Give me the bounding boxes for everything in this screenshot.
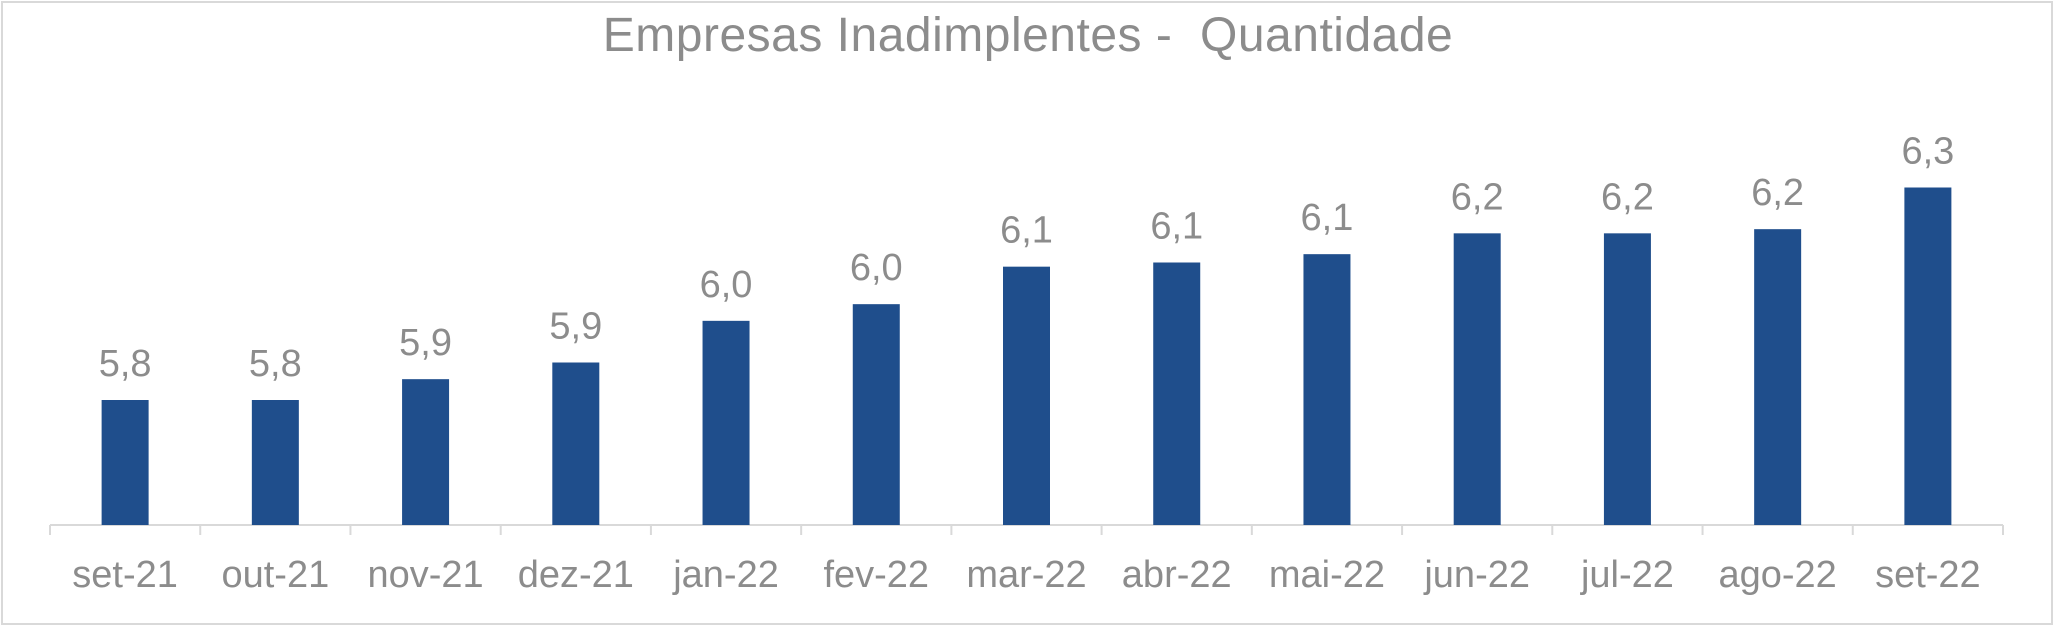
bar-fev-22 — [852, 304, 900, 525]
x-tick-label-jan-22: jan-22 — [672, 554, 779, 596]
x-tick-label-mai-22: mai-22 — [1269, 554, 1385, 596]
bar-jan-22 — [702, 320, 750, 525]
data-label-jul-22: 6,2 — [1601, 176, 1654, 218]
data-label-mai-22: 6,1 — [1301, 197, 1354, 239]
x-tick-label-dez-21: dez-21 — [518, 554, 634, 596]
x-tick-label-abr-22: abr-22 — [1122, 554, 1232, 596]
data-label-mar-22: 6,1 — [1000, 210, 1053, 252]
bar-dez-21 — [552, 362, 600, 525]
data-label-nov-21: 5,9 — [399, 322, 452, 364]
x-tick-label-ago-22: ago-22 — [1718, 554, 1836, 596]
bar-set-22 — [1904, 187, 1952, 525]
bar-mar-22 — [1003, 266, 1050, 525]
data-label-jun-22: 6,2 — [1451, 176, 1504, 218]
data-label-out-21: 5,8 — [249, 343, 302, 385]
data-label-fev-22: 6,0 — [850, 247, 903, 289]
x-tick-label-jul-22: jul-22 — [1580, 554, 1674, 596]
bar-mai-22 — [1303, 254, 1351, 525]
bar-nov-21 — [402, 379, 450, 525]
bar-set-21 — [101, 400, 149, 525]
x-tick-label-fev-22: fev-22 — [823, 554, 929, 596]
x-tick-label-out-21: out-21 — [221, 554, 329, 596]
bar-jun-22 — [1453, 233, 1501, 526]
data-label-ago-22: 6,2 — [1751, 172, 1804, 214]
chart-title: Empresas Inadimplentes - Quantidade — [602, 9, 1454, 62]
data-label-abr-22: 6,1 — [1150, 206, 1203, 248]
bar-abr-22 — [1153, 262, 1201, 525]
data-label-set-21: 5,8 — [99, 343, 152, 385]
x-tick-label-jun-22: jun-22 — [1423, 554, 1530, 596]
bar-out-21 — [251, 400, 299, 525]
x-tick-label-set-21: set-21 — [72, 554, 178, 596]
data-label-set-22: 6,3 — [1901, 131, 1954, 173]
x-tick-label-mar-22: mar-22 — [966, 554, 1086, 596]
x-tick-label-set-22: set-22 — [1875, 554, 1981, 596]
bar-ago-22 — [1754, 229, 1802, 525]
data-label-jan-22: 6,0 — [700, 264, 753, 306]
bar-jul-22 — [1603, 233, 1651, 526]
data-label-dez-21: 5,9 — [549, 306, 602, 348]
x-tick-label-nov-21: nov-21 — [367, 554, 483, 596]
